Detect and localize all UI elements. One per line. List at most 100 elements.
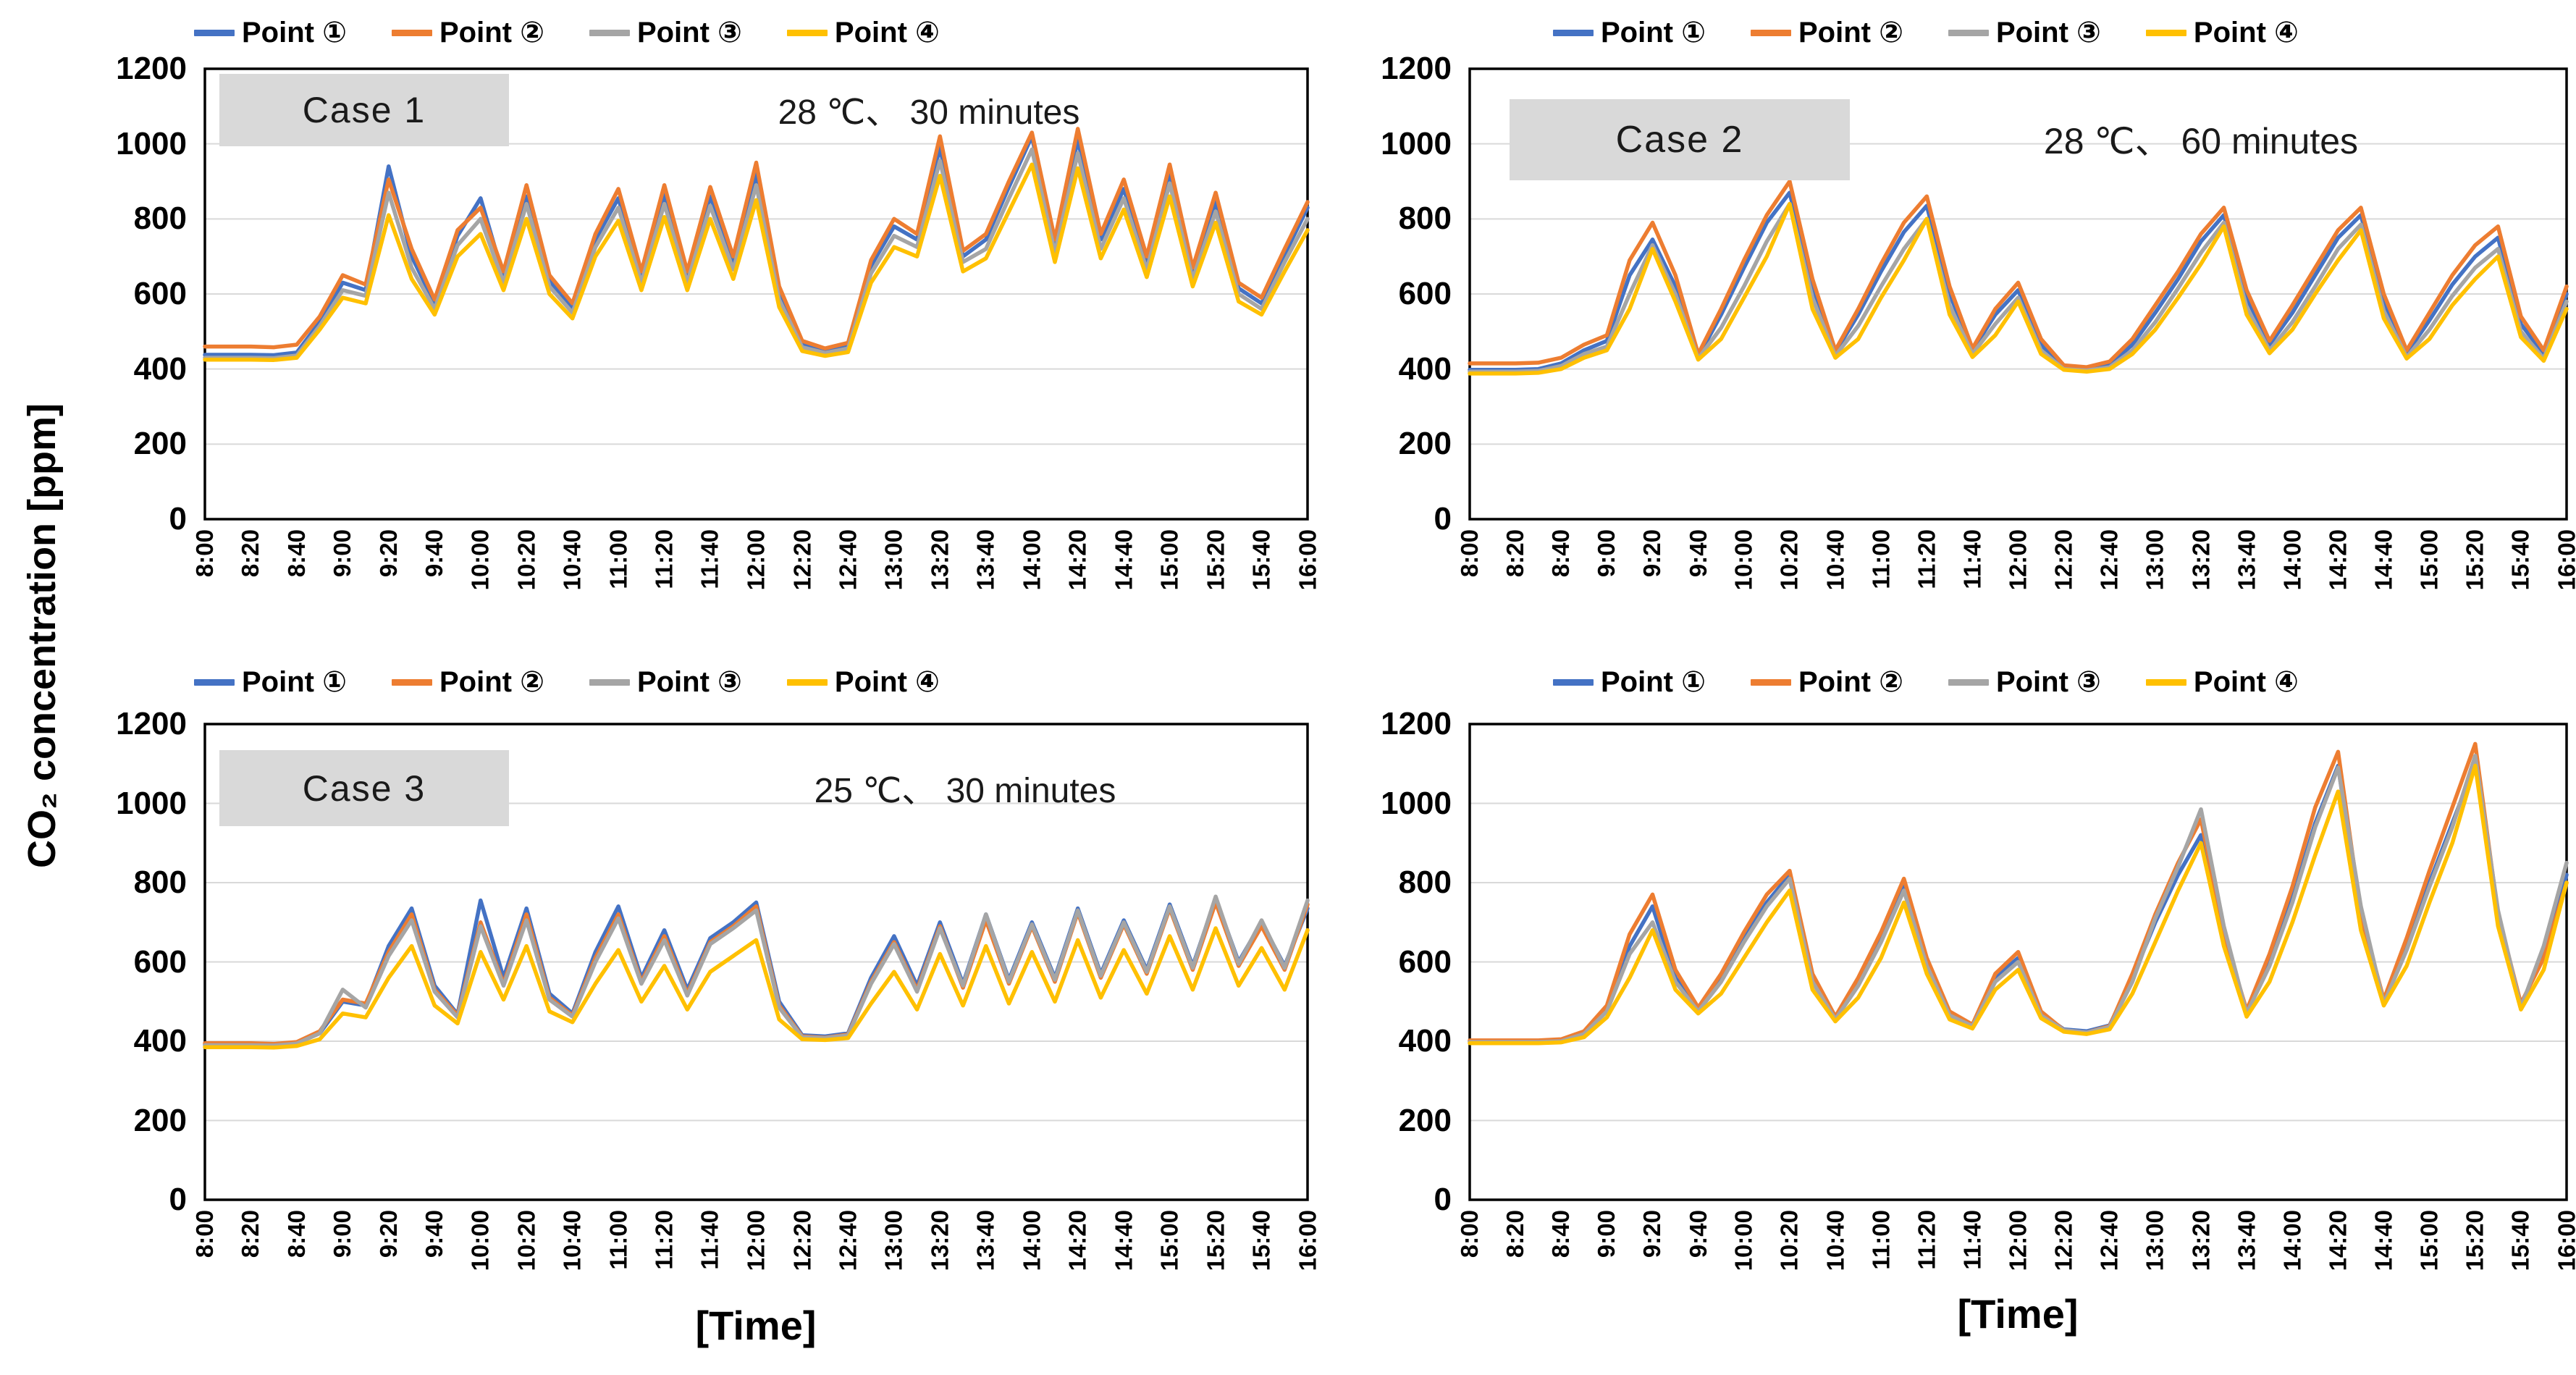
y-tick-label: 400	[133, 1023, 187, 1059]
legend-label-point-3: Point ③	[1995, 666, 2101, 698]
y-tick-label: 800	[133, 201, 187, 237]
legend-swatch-point-2-icon	[391, 678, 432, 686]
legend-item-point-2: Point ②	[391, 16, 544, 49]
y-tick-label: 800	[1398, 201, 1452, 237]
legend-swatch-point-1-icon	[1553, 678, 1594, 686]
legend-item-point-4: Point ④	[2145, 16, 2299, 49]
legend-label-point-1: Point ①	[242, 17, 347, 49]
y-tick-label: 600	[133, 943, 187, 980]
legend-label-point-2: Point ②	[439, 666, 544, 698]
y-tick-label: 400	[133, 350, 187, 387]
legend-label-point-4: Point ④	[834, 666, 940, 698]
legend-case-4: Point ① Point ② Point ③ Point ④	[1553, 660, 2299, 704]
x-axis-title-right: [Time]	[1957, 1291, 2079, 1337]
legend-item-point-4: Point ④	[786, 16, 940, 49]
y-tick-label: 0	[1434, 501, 1452, 537]
case-label-badge: Case 2	[1510, 99, 1850, 180]
legend-item-point-1: Point ①	[1553, 16, 1706, 49]
legend-item-point-4: Point ④	[786, 665, 940, 699]
legend-label-point-2: Point ②	[439, 17, 544, 49]
legend-case-2: Point ① Point ② Point ③ Point ④	[1553, 11, 2299, 54]
x-tick-label: 16:00	[1294, 529, 1321, 591]
y-tick-label: 0	[1434, 1182, 1452, 1217]
legend-label-point-1: Point ①	[1601, 17, 1706, 49]
legend-label-point-1: Point ①	[242, 666, 347, 698]
plot-area-case-1	[203, 67, 1310, 521]
y-tick-label: 600	[1398, 943, 1452, 980]
legend-item-point-1: Point ①	[194, 665, 347, 699]
x-tick-label: 16:00	[2553, 529, 2576, 591]
y-tick-label: 1200	[116, 706, 187, 741]
legend-swatch-point-3-icon	[589, 29, 630, 36]
y-tick-label: 200	[1398, 426, 1452, 462]
legend-swatch-point-1-icon	[194, 678, 235, 686]
condition-annotation: 28 ℃、 30 minutes	[778, 93, 1080, 132]
legend-label-point-3: Point ③	[636, 17, 742, 49]
y-tick-label: 1000	[1381, 785, 1452, 821]
y-tick-label: 800	[1398, 865, 1452, 900]
y-tick-label: 0	[169, 501, 187, 537]
y-tick-label: 600	[133, 276, 187, 311]
legend-item-point-2: Point ②	[1750, 16, 1903, 49]
legend-item-point-3: Point ③	[1948, 16, 2101, 49]
legend-label-point-3: Point ③	[1995, 17, 2101, 49]
plot-area-case-4	[1468, 723, 2569, 1201]
y-tick-label: 200	[1398, 1102, 1452, 1138]
y-tick-label: 1200	[116, 51, 187, 86]
plot-area-case-2	[1468, 67, 2569, 521]
x-tick-label: 16:00	[2553, 1210, 2576, 1271]
chart-case-3: Point ① Point ② Point ③ Point ④ 1200 1000…	[116, 666, 1321, 1271]
y-tick-label: 1200	[1381, 51, 1452, 86]
legend-item-point-1: Point ①	[194, 16, 347, 49]
legend-label-point-2: Point ②	[1798, 17, 1903, 49]
legend-label-point-1: Point ①	[1601, 666, 1706, 698]
y-tick-label: 0	[169, 1182, 187, 1217]
legend-label-point-4: Point ④	[834, 17, 940, 49]
legend-item-point-4: Point ④	[2145, 665, 2299, 699]
legend-swatch-point-2-icon	[1750, 678, 1791, 686]
condition-annotation: 28 ℃、 60 minutes	[2043, 121, 2359, 161]
legend-item-point-2: Point ②	[391, 665, 544, 699]
y-tick-label: 200	[133, 1102, 187, 1138]
legend-swatch-point-2-icon	[1750, 29, 1791, 36]
condition-annotation: 25 ℃、 30 minutes	[814, 772, 1116, 810]
legend-swatch-point-3-icon	[1948, 678, 1989, 686]
legend-item-point-1: Point ①	[1553, 665, 1706, 699]
x-axis-title-left: [Time]	[695, 1303, 817, 1348]
y-tick-label: 1200	[1381, 706, 1452, 741]
y-tick-label: 600	[1398, 276, 1452, 311]
plot-area-case-3	[203, 723, 1310, 1201]
legend-case-3: Point ① Point ② Point ③ Point ④	[194, 660, 940, 704]
chart-case-4: Point ① Point ② Point ③ Point ④ 1200 1000…	[1381, 666, 2576, 1271]
legend-item-point-2: Point ②	[1750, 665, 1903, 699]
legend-swatch-point-4-icon	[786, 678, 828, 686]
legend-swatch-point-4-icon	[786, 29, 828, 36]
case-label-badge: Case 3	[219, 750, 509, 826]
legend-case-1: Point ① Point ② Point ③ Point ④	[194, 11, 940, 54]
y-axis-title: CO₂ concentration [ppm]	[20, 403, 64, 868]
legend-swatch-point-4-icon	[2145, 29, 2186, 36]
legend-item-point-3: Point ③	[1948, 665, 2101, 699]
x-tick-label: 16:00	[1294, 1210, 1321, 1271]
case-label-badge: Case 1	[219, 74, 509, 146]
legend-swatch-point-1-icon	[194, 29, 235, 36]
legend-swatch-point-4-icon	[2145, 678, 2186, 686]
y-tick-label: 400	[1398, 350, 1452, 387]
legend-item-point-3: Point ③	[589, 16, 742, 49]
y-tick-label: 200	[133, 426, 187, 462]
legend-swatch-point-3-icon	[589, 678, 630, 686]
legend-label-point-3: Point ③	[636, 666, 742, 698]
y-tick-label: 1000	[1381, 125, 1452, 161]
y-tick-label: 1000	[116, 125, 187, 161]
legend-label-point-2: Point ②	[1798, 666, 1903, 698]
y-tick-label: 1000	[116, 785, 187, 821]
y-tick-label: 800	[133, 865, 187, 900]
legend-swatch-point-3-icon	[1948, 29, 1989, 36]
legend-swatch-point-1-icon	[1553, 29, 1594, 36]
y-tick-label: 400	[1398, 1023, 1452, 1059]
chart-case-1: Point ① Point ② Point ③ Point ④ 1200 1000…	[116, 17, 1321, 590]
legend-label-point-4: Point ④	[2193, 17, 2299, 49]
legend-label-point-4: Point ④	[2193, 666, 2299, 698]
chart-case-2: Point ① Point ② Point ③ Point ④ 1200 1000…	[1381, 17, 2576, 590]
